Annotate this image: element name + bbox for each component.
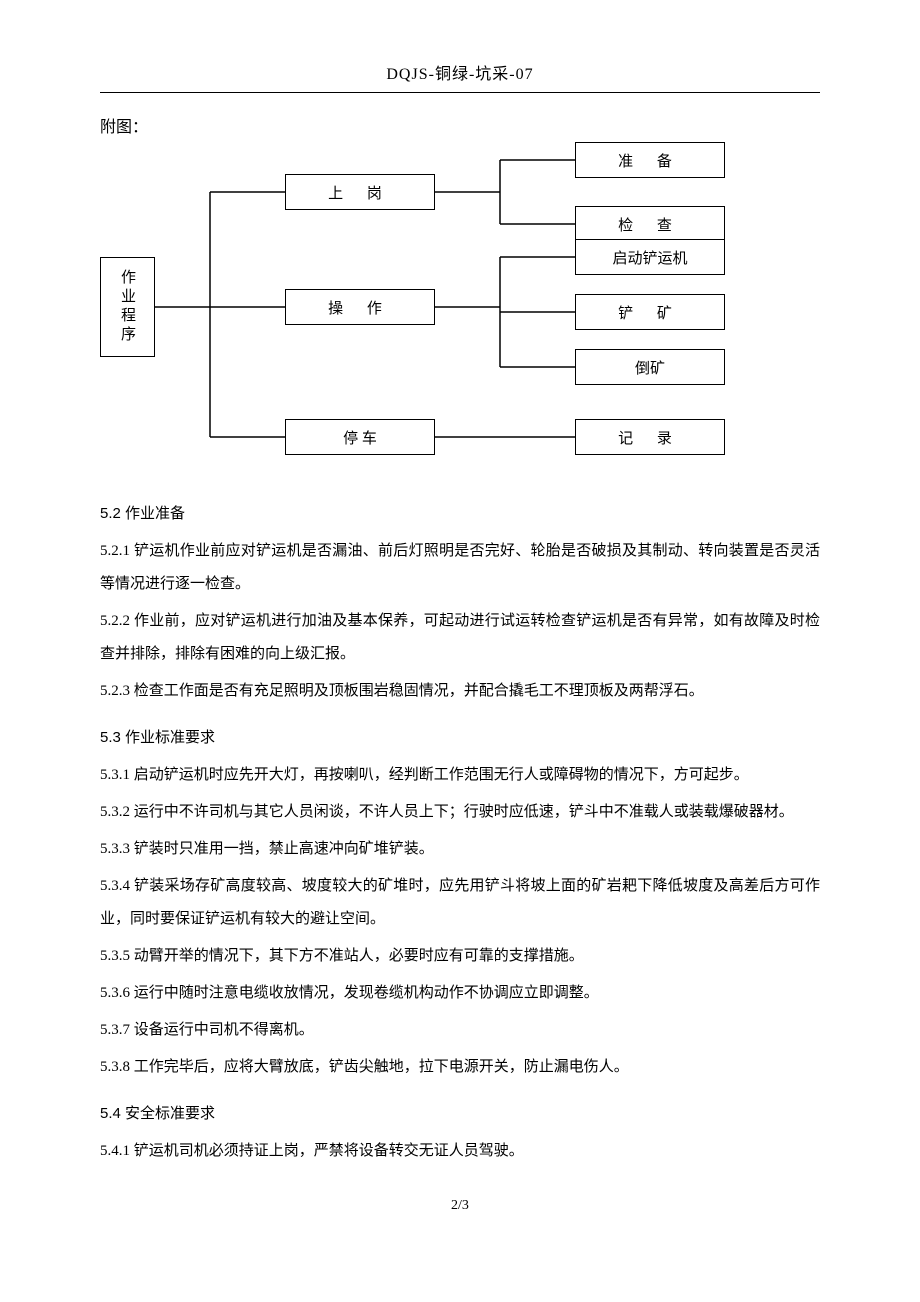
page-header: DQJS-铜绿-坑采-07	[100, 60, 820, 93]
paragraph: 5.3.7 设备运行中司机不得离机。	[100, 1014, 820, 1047]
paragraph: 5.3.1 启动铲运机时应先开大灯，再按喇叭，经判断工作范围无行人或障碍物的情况…	[100, 759, 820, 792]
node-daokuang: 倒矿	[575, 349, 725, 385]
section-title: 5.4 安全标准要求	[100, 1102, 820, 1123]
diagram-section: 附图：	[100, 113, 820, 472]
paragraph: 5.2.2 作业前，应对铲运机进行加油及基本保养，可起动进行试运转检查铲运机是否…	[100, 605, 820, 671]
paragraph: 5.3.5 动臂开举的情况下，其下方不准站人，必要时应有可靠的支撑措施。	[100, 940, 820, 973]
node-qidong: 启动铲运机	[575, 239, 725, 275]
node-tingche: 停 车	[285, 419, 435, 455]
node-caozuo: 操 作	[285, 289, 435, 325]
flowchart-diagram: 作业程序 上 岗 操 作 停 车 准 备 检 查 启动铲运机 铲 矿 倒矿 记 …	[100, 142, 820, 472]
paragraph: 5.3.3 铲装时只准用一挡，禁止高速冲向矿堆铲装。	[100, 833, 820, 866]
node-chankuang: 铲 矿	[575, 294, 725, 330]
section-title: 5.2 作业准备	[100, 502, 820, 523]
page-number: 2/3	[100, 1198, 820, 1214]
node-zhunbei: 准 备	[575, 142, 725, 178]
paragraph: 5.3.8 工作完毕后，应将大臂放底，铲齿尖触地，拉下电源开关，防止漏电伤人。	[100, 1051, 820, 1084]
node-jiancha: 检 查	[575, 206, 725, 242]
paragraph: 5.4.1 铲运机司机必须持证上岗，严禁将设备转交无证人员驾驶。	[100, 1135, 820, 1168]
paragraph: 5.3.6 运行中随时注意电缆收放情况，发现卷缆机构动作不协调应立即调整。	[100, 977, 820, 1010]
paragraph: 5.2.1 铲运机作业前应对铲运机是否漏油、前后灯照明是否完好、轮胎是否破损及其…	[100, 535, 820, 601]
paragraph: 5.3.2 运行中不许司机与其它人员闲谈，不许人员上下；行驶时应低速，铲斗中不准…	[100, 796, 820, 829]
node-shanggang: 上 岗	[285, 174, 435, 210]
section-title: 5.3 作业标准要求	[100, 726, 820, 747]
node-root: 作业程序	[100, 257, 155, 357]
paragraph: 5.2.3 检查工作面是否有充足照明及顶板围岩稳固情况，并配合撬毛工不理顶板及两…	[100, 675, 820, 708]
node-jilu: 记 录	[575, 419, 725, 455]
content-body: 5.2 作业准备 5.2.1 铲运机作业前应对铲运机是否漏油、前后灯照明是否完好、…	[100, 502, 820, 1168]
paragraph: 5.3.4 铲装采场存矿高度较高、坡度较大的矿堆时，应先用铲斗将坡上面的矿岩耙下…	[100, 870, 820, 936]
diagram-label: 附图：	[100, 113, 820, 137]
